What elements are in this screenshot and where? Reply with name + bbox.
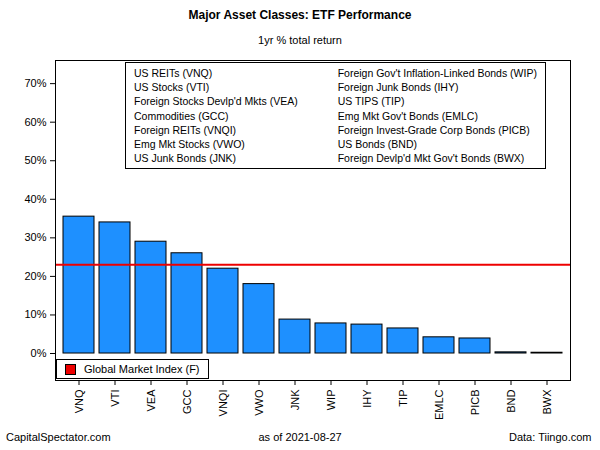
svg-text:BND: BND <box>505 389 517 412</box>
svg-text:VWO: VWO <box>253 389 265 416</box>
svg-text:70%: 70% <box>24 77 46 89</box>
html-text:US Stocks (VTI): US Stocks (VTI) <box>134 81 210 94</box>
html-text:as of 2021-08-27: as of 2021-08-27 <box>258 431 342 443</box>
svg-text:50%: 50% <box>24 154 46 166</box>
html-text:Commodities (GCC): Commodities (GCC) <box>134 109 229 122</box>
svg-text:VTI: VTI <box>109 390 121 407</box>
svg-text:60%: 60% <box>24 116 46 128</box>
html-text:Foreign Stocks Devlp'd Mkts (V: Foreign Stocks Devlp'd Mkts (VEA) <box>134 95 298 108</box>
html-text:Emg Mkt Gov't Bonds (EMLC): Emg Mkt Gov't Bonds (EMLC) <box>337 109 478 122</box>
svg-text:20%: 20% <box>24 270 46 282</box>
html-text:Global Market Index (F): Global Market Index (F) <box>84 363 200 375</box>
svg-text:WIP: WIP <box>325 390 337 411</box>
svg-text:40%: 40% <box>24 193 46 205</box>
svg-text:IHY: IHY <box>361 389 373 408</box>
svg-text:PICB: PICB <box>469 390 481 416</box>
svg-text:JNK: JNK <box>289 389 301 410</box>
html-text:US TIPS (TIP): US TIPS (TIP) <box>337 95 405 108</box>
html-text:1yr % total return: 1yr % total return <box>258 34 342 46</box>
svg-text:TIP: TIP <box>397 390 409 407</box>
html-text:US Bonds (BND): US Bonds (BND) <box>337 138 417 150</box>
svg-text:VNQ: VNQ <box>73 389 85 413</box>
svg-text:GCC: GCC <box>181 389 193 414</box>
html-text:Foreign Invest-Grade Corp Bond: Foreign Invest-Grade Corp Bonds (PICB) <box>337 123 530 136</box>
html-text:Foreign Junk Bonds (IHY): Foreign Junk Bonds (IHY) <box>337 81 459 94</box>
html-text:Foreign Gov't Inflation-Linked: Foreign Gov't Inflation-Linked Bonds (WI… <box>337 67 537 79</box>
html-text:Major Asset Classes: ETF Perfo: Major Asset Classes: ETF Performance <box>188 8 412 22</box>
html-text:Data: Tiingo.com: Data: Tiingo.com <box>509 431 592 443</box>
svg-text:EMLC: EMLC <box>433 389 445 420</box>
svg-text:30%: 30% <box>24 231 46 243</box>
html-text:Foreign REITs (VNQI): Foreign REITs (VNQI) <box>134 123 237 136</box>
svg-text:BWX: BWX <box>541 389 553 415</box>
svg-text:VEA: VEA <box>145 389 157 412</box>
html-text:Foreign Devlp'd Mkt Gov't Bond: Foreign Devlp'd Mkt Gov't Bonds (BWX) <box>337 152 525 165</box>
html-text:US REITs (VNQ): US REITs (VNQ) <box>134 67 213 79</box>
html-text:CapitalSpectator.com: CapitalSpectator.com <box>6 431 111 443</box>
html-text:Emg Mkt Stocks (VWO): Emg Mkt Stocks (VWO) <box>134 138 245 150</box>
svg-text:0%: 0% <box>31 347 47 359</box>
html-text:US Junk Bonds (JNK): US Junk Bonds (JNK) <box>134 152 237 165</box>
svg-text:VNQI: VNQI <box>217 390 229 417</box>
svg-text:10%: 10% <box>24 308 46 320</box>
